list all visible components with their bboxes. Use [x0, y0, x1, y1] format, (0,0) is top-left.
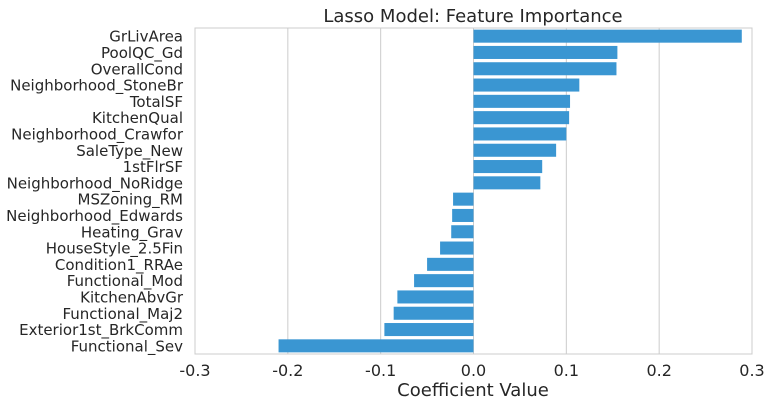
bar — [473, 45, 618, 59]
y-tick-label: Heating_Grav — [81, 223, 183, 242]
bar — [278, 339, 474, 353]
y-tick-label: Exterior1st_BrkComm — [19, 321, 183, 340]
y-tick-label: KitchenAbvGr — [80, 288, 184, 306]
x-tick-label: 0.3 — [739, 361, 764, 380]
y-tick-label: Functional_Sev — [71, 337, 183, 356]
bar — [397, 290, 474, 304]
x-tick-labels: -0.3 -0.2 -0.1 0.0 0.1 0.2 0.3 — [179, 361, 764, 380]
bar — [473, 62, 617, 76]
plot-frame — [194, 27, 753, 355]
bar — [473, 78, 580, 92]
x-tick-label: -0.1 — [365, 361, 396, 380]
bar — [473, 127, 567, 141]
y-tick-label: Neighborhood_StoneBr — [10, 77, 184, 96]
y-tick-label: SaleType_New — [76, 142, 183, 161]
bar — [452, 208, 474, 222]
x-axis-label: Coefficient Value — [397, 380, 549, 401]
bar — [473, 29, 742, 43]
bar — [473, 143, 557, 157]
bar — [453, 192, 474, 206]
bar — [473, 94, 571, 108]
x-tick-label: 0.2 — [646, 361, 671, 380]
y-tick-label: Functional_Mod — [67, 272, 183, 291]
y-tick-label: Neighborhood_NoRidge — [7, 174, 183, 193]
bar — [451, 225, 474, 239]
y-tick-label: PoolQC_Gd — [101, 44, 183, 63]
bar — [427, 257, 474, 271]
bar — [440, 241, 474, 255]
y-tick-label: HouseStyle_2.5Fin — [46, 240, 183, 259]
y-tick-label: Condition1_RRAe — [55, 256, 183, 275]
bar — [473, 160, 543, 174]
y-tick-label: Neighborhood_Edwards — [6, 207, 183, 226]
bar — [393, 306, 474, 320]
bar — [473, 176, 541, 190]
chart-title: Lasso Model: Feature Importance — [323, 6, 622, 27]
x-tick-label: 0.0 — [461, 361, 486, 380]
x-tick-label: 0.1 — [554, 361, 579, 380]
y-tick-labels: GrLivAreaPoolQC_GdOverallCondNeighborhoo… — [6, 28, 184, 357]
y-tick-label: MSZoning_RM — [78, 191, 183, 210]
gridlines — [194, 28, 753, 354]
y-tick-label: GrLivArea — [109, 28, 183, 46]
y-tick-label: TotalSF — [129, 93, 183, 111]
y-tick-label: Functional_Maj2 — [62, 305, 183, 324]
y-tick-label: 1stFlrSF — [123, 158, 183, 176]
bar — [473, 111, 570, 125]
x-tick-label: -0.3 — [179, 361, 210, 380]
y-tick-label: OverallCond — [91, 60, 183, 78]
bar — [414, 274, 474, 288]
y-tick-label: KitchenQual — [92, 109, 183, 127]
bar — [384, 323, 474, 337]
x-tick-label: -0.2 — [272, 361, 303, 380]
y-tick-label: Neighborhood_Crawfor — [11, 125, 184, 144]
bars — [278, 29, 742, 353]
